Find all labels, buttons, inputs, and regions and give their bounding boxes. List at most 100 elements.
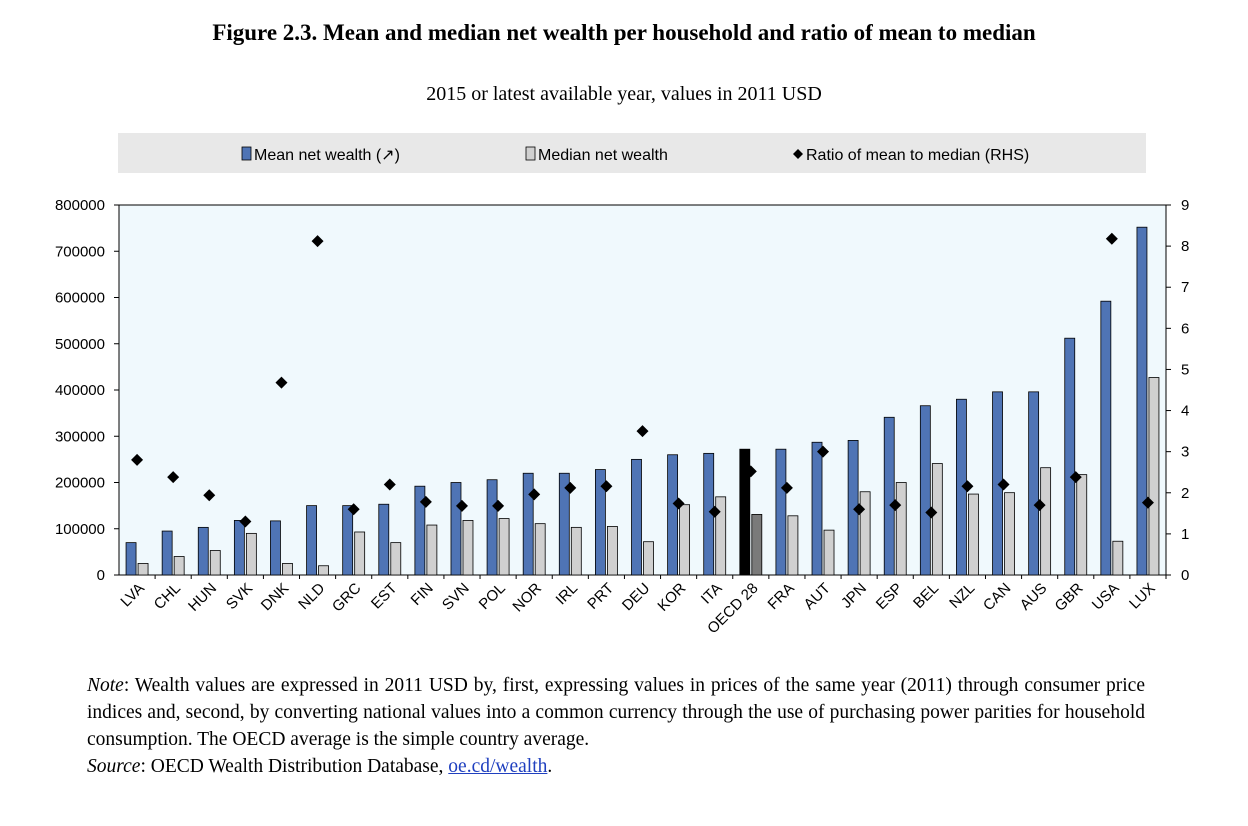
median-bar xyxy=(1076,474,1088,576)
ratio-marker xyxy=(419,495,432,508)
category-label: EST xyxy=(368,580,401,613)
median-bar xyxy=(606,526,618,576)
ratio-marker xyxy=(636,425,649,438)
category-label: ITA xyxy=(698,580,726,608)
category-label: POL xyxy=(476,580,509,613)
category-label: AUS xyxy=(1017,580,1051,614)
median-bar xyxy=(643,541,654,576)
right-axis-tick-label: 3 xyxy=(1181,444,1189,461)
median-bar xyxy=(318,565,329,576)
ratio-marker xyxy=(925,506,938,519)
left-axis-tick-label: 600000 xyxy=(55,290,105,307)
median-bar xyxy=(282,563,293,576)
median-bar xyxy=(715,496,727,576)
mean-bar xyxy=(594,469,606,576)
mean-bar xyxy=(1136,226,1148,576)
left-axis-tick-label: 400000 xyxy=(55,382,105,399)
category-label: KOR xyxy=(654,580,689,615)
ratio-marker xyxy=(275,376,288,389)
category-label: FIN xyxy=(408,580,437,609)
mean-bar xyxy=(739,448,751,576)
category-label: FRA xyxy=(765,580,798,613)
category-label: LVA xyxy=(117,580,148,611)
mean-bar xyxy=(233,520,245,576)
mean-bar xyxy=(450,482,462,576)
category-label: USA xyxy=(1089,580,1123,614)
ratio-marker xyxy=(383,478,396,491)
legend-median-swatch xyxy=(525,146,536,161)
category-label: CAN xyxy=(980,580,1014,614)
ratio-marker xyxy=(455,499,468,512)
mean-bar xyxy=(775,448,787,576)
median-bar xyxy=(931,463,943,576)
ratio-marker xyxy=(564,481,577,494)
mean-bar xyxy=(486,479,498,576)
left-axis-tick-label: 700000 xyxy=(55,243,105,260)
mean-bar xyxy=(125,542,137,576)
category-label: CHL xyxy=(151,580,184,613)
mean-bar xyxy=(197,526,209,576)
mean-bar xyxy=(1064,337,1076,576)
ratio-marker xyxy=(744,465,757,478)
median-bar xyxy=(426,524,438,576)
category-label: ESP xyxy=(873,580,906,613)
right-axis-tick-label: 6 xyxy=(1181,320,1189,337)
category-label: DEU xyxy=(619,580,653,614)
median-bar xyxy=(498,518,510,576)
wealth-chart: Mean net wealth (↗) Median net wealth Rati… xyxy=(55,133,1189,637)
mean-bar xyxy=(306,505,317,576)
notes-block: Note: Wealth values are expressed in 201… xyxy=(87,672,1145,780)
ratio-marker xyxy=(997,478,1010,491)
left-axis-tick-label: 300000 xyxy=(55,428,105,445)
median-bar xyxy=(1148,377,1160,576)
ratio-marker xyxy=(708,505,721,518)
category-label: JPN xyxy=(838,580,870,612)
ratio-marker xyxy=(203,489,216,502)
category-label: SVN xyxy=(439,580,473,614)
median-bar xyxy=(1112,540,1124,576)
ratio-marker xyxy=(817,445,830,458)
legend-ratio-marker xyxy=(793,149,803,159)
category-label: NOR xyxy=(509,580,545,616)
mean-bar xyxy=(558,472,570,576)
right-axis-tick-label: 7 xyxy=(1181,279,1189,296)
legend-median-label: Median net wealth xyxy=(538,147,668,164)
ratio-marker xyxy=(131,453,144,466)
category-label: GRC xyxy=(329,580,365,616)
ratio-marker xyxy=(347,503,360,516)
mean-bar xyxy=(667,454,679,576)
category-label: SVK xyxy=(223,580,256,613)
ratio-marker xyxy=(1141,496,1154,509)
category-label: IRL xyxy=(553,580,582,609)
ratio-marker xyxy=(239,515,252,528)
mean-bar xyxy=(414,485,426,576)
source-link[interactable]: oe.cd/wealth xyxy=(448,756,548,777)
ratio-marker xyxy=(167,471,180,484)
median-bar xyxy=(968,493,979,576)
median-bar xyxy=(209,550,221,576)
mean-bar xyxy=(378,503,390,576)
right-axis-tick-label: 9 xyxy=(1181,197,1189,214)
category-label: HUN xyxy=(185,580,220,615)
median-bar xyxy=(895,482,907,576)
mean-bar xyxy=(342,505,354,576)
median-bar xyxy=(137,563,149,576)
ratio-marker xyxy=(311,235,324,248)
legend-mean-label: Mean net wealth (↗) xyxy=(254,147,400,164)
median-bar xyxy=(245,532,257,576)
median-bar xyxy=(173,556,185,576)
right-axis-tick-label: 1 xyxy=(1181,526,1189,543)
right-axis-tick-label: 4 xyxy=(1181,403,1189,420)
category-label: NLD xyxy=(295,580,328,613)
median-bar xyxy=(787,515,799,576)
legend-background xyxy=(118,133,1146,173)
right-axis-tick-label: 5 xyxy=(1181,361,1189,378)
source-end: . xyxy=(547,756,553,777)
ratio-marker xyxy=(889,499,902,512)
ratio-marker xyxy=(961,480,974,493)
median-bar xyxy=(570,526,582,576)
median-bar xyxy=(390,542,402,576)
legend-mean-swatch xyxy=(241,146,252,161)
mean-bar xyxy=(919,405,931,576)
right-axis-tick-label: 8 xyxy=(1181,238,1189,255)
